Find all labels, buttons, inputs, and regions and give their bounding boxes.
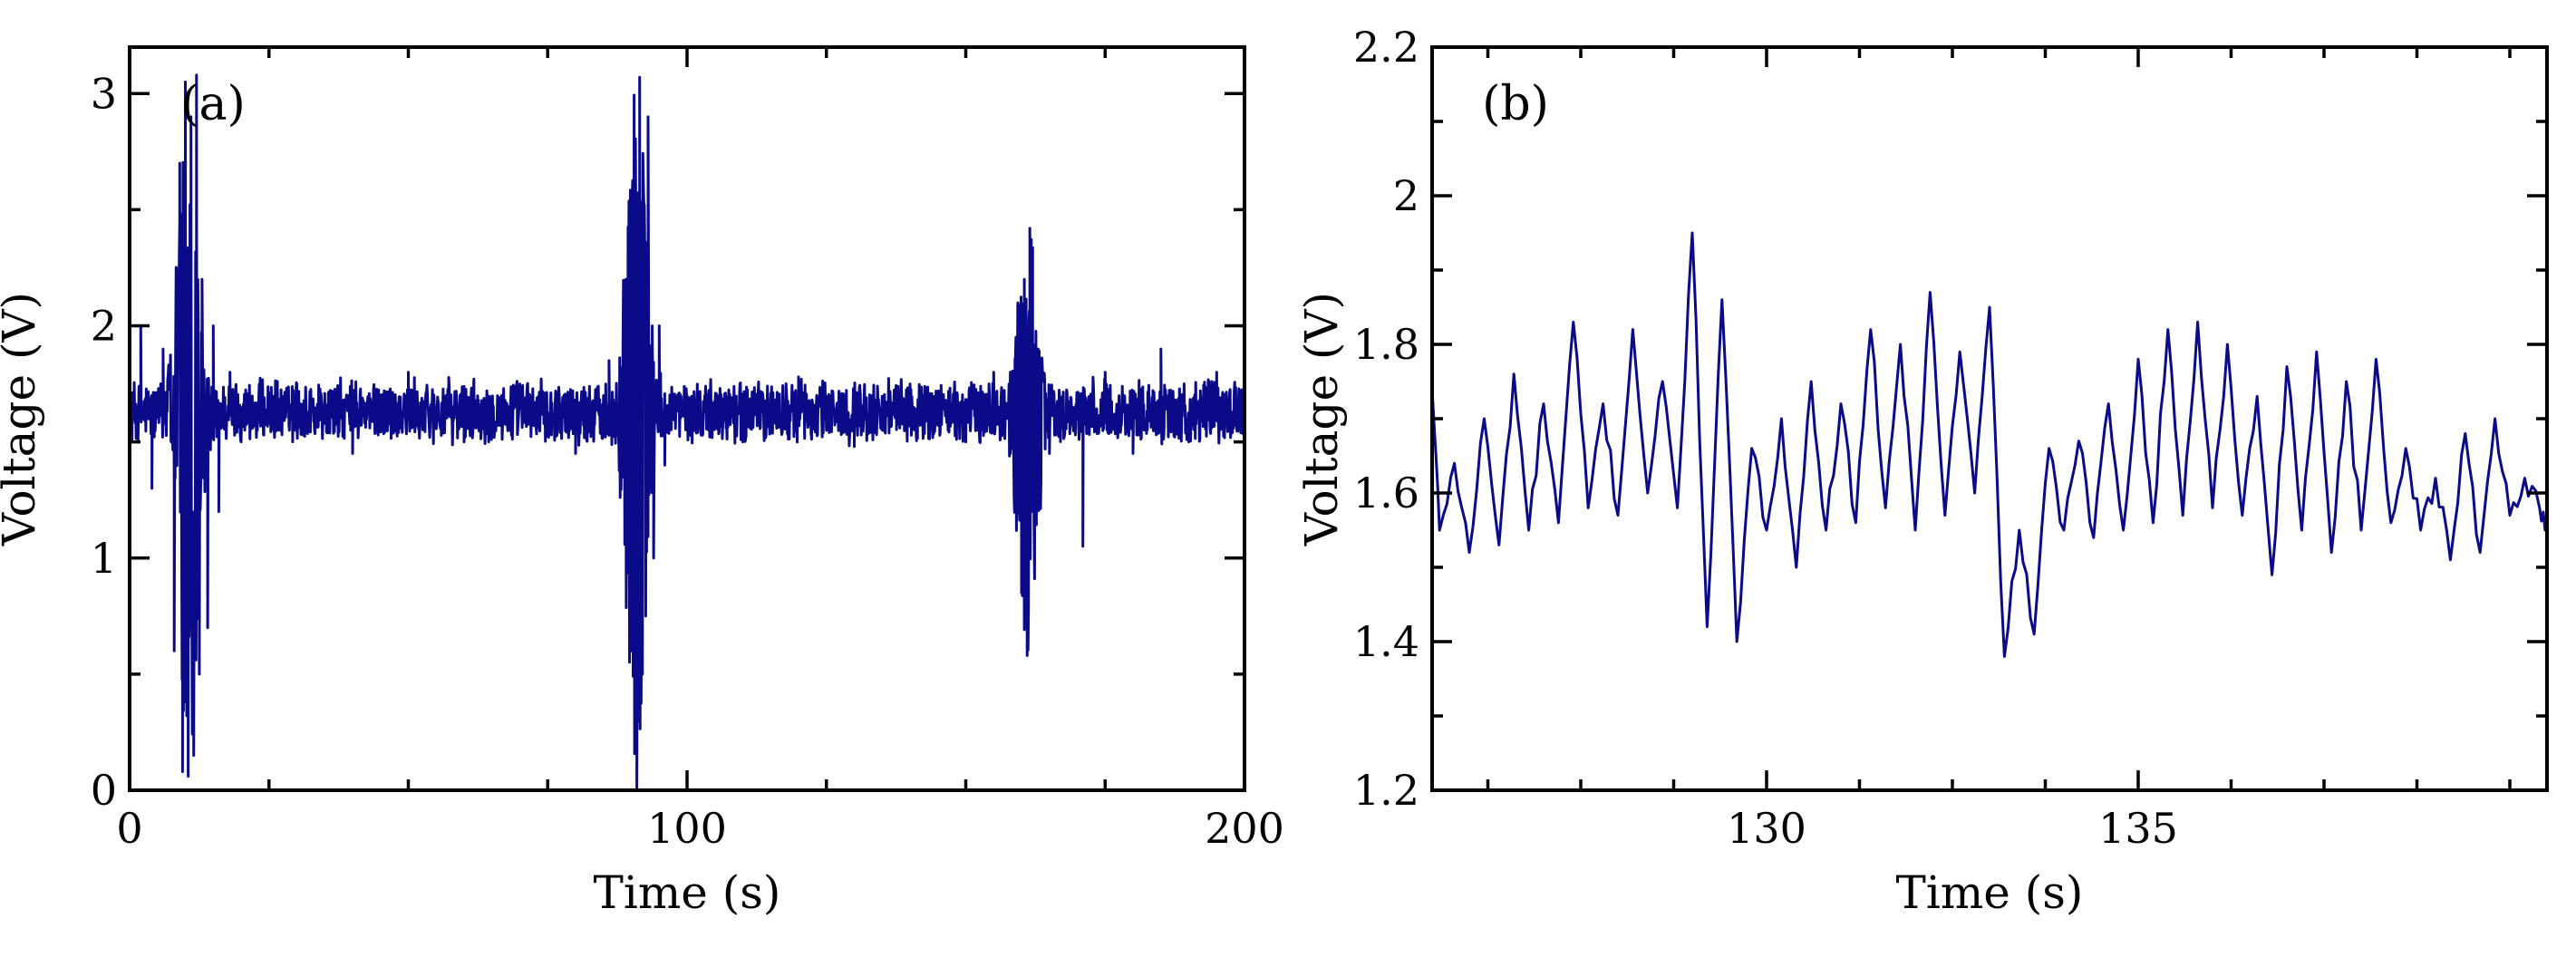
panel-a-label: (a)	[180, 77, 246, 131]
panel-a-series-line	[130, 73, 1244, 790]
panel-a-x-axis-label: Time (s)	[594, 866, 781, 919]
panel-b-y-tick-label: 1.6	[1353, 469, 1419, 517]
panel-a-y-tick-label: 3	[91, 69, 117, 118]
panel-a-y-tick-label: 2	[91, 302, 117, 351]
panel-b-x-axis-label: Time (s)	[1896, 866, 2084, 919]
panel-b-y-tick-label: 1.2	[1353, 766, 1419, 815]
panel-a-x-tick-label: 200	[1205, 804, 1284, 853]
panel-a-y-tick-label: 1	[91, 534, 117, 583]
panel-b-label: (b)	[1482, 77, 1549, 131]
panel-b: 130 135 1.2 1.4 1.6 1.8 2 2.2 Time (s) Voltage (V…	[1295, 23, 2549, 919]
panel-b-y-tick-label: 1.8	[1353, 320, 1419, 369]
panel-b-y-axis-label: Voltage (V)	[1295, 292, 1348, 546]
panel-b-series-line	[1432, 231, 2547, 658]
panel-b-y-tick-label: 1.4	[1353, 617, 1419, 666]
panel-b-y-tick-label: 2	[1393, 171, 1419, 220]
panel-a-y-axis-label: Voltage (V)	[0, 292, 45, 546]
panel-a-x-tick-label: 100	[647, 804, 727, 853]
panel-b-y-tick-label: 2.2	[1353, 23, 1419, 72]
panel-a-x-tick-label: 0	[116, 804, 142, 853]
panel-b-x-tick-label: 130	[1727, 804, 1806, 853]
panel-b-x-tick-label: 135	[2098, 804, 2178, 853]
panel-a: 0 100 200 0 1 2 3 Time (s) Voltage (V) (a)	[0, 45, 1284, 919]
panel-a-y-tick-label: 0	[91, 766, 117, 815]
